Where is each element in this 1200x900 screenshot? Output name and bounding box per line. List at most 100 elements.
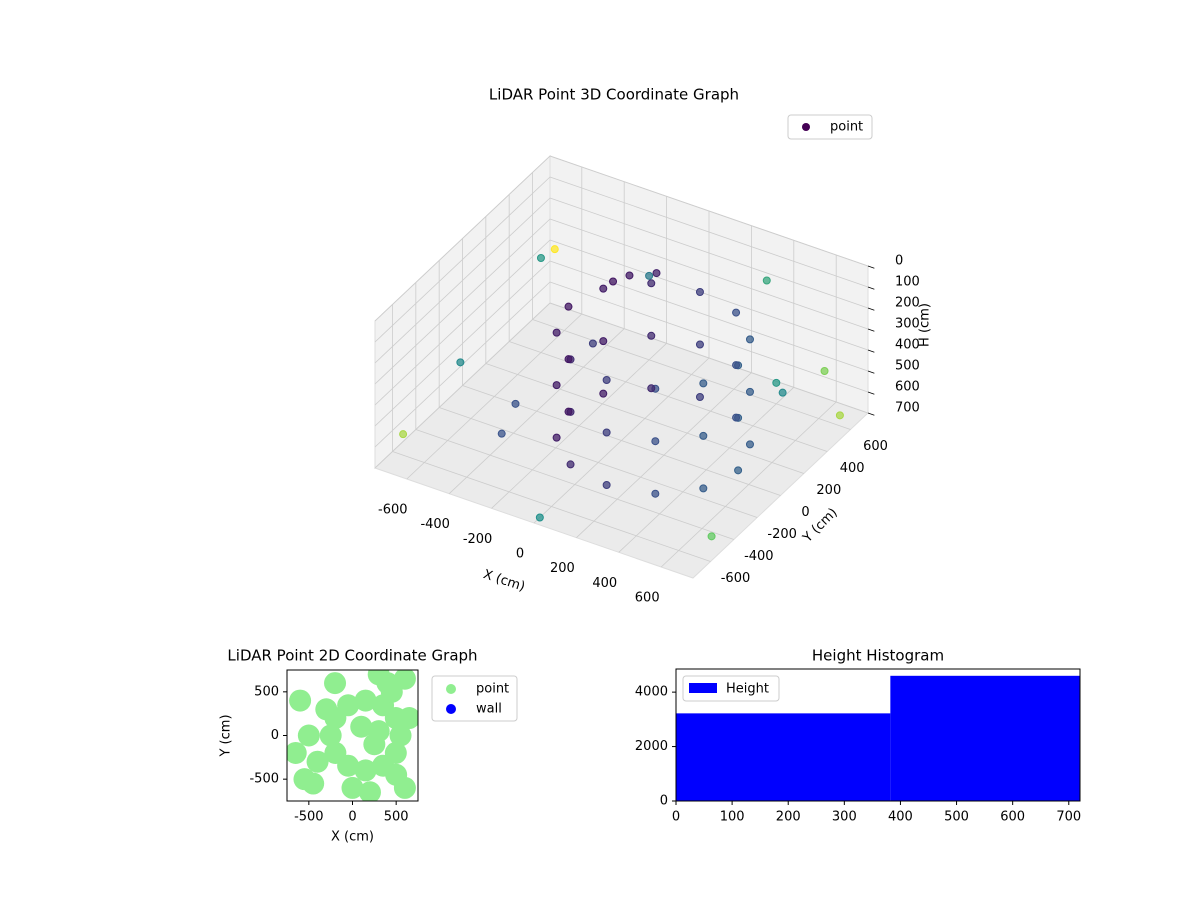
x-tick-label: 100 bbox=[720, 810, 745, 825]
grid-line bbox=[374, 197, 551, 364]
x-axis-label: X (cm) bbox=[331, 830, 374, 845]
grid-line bbox=[374, 218, 551, 385]
plot-histogram: 0 100 200 300 400 500 600 700 0 2000 4000 Height Hei… bbox=[635, 647, 1081, 825]
legend-box bbox=[682, 675, 780, 702]
point bbox=[350, 715, 373, 738]
x-tick-label: -600 bbox=[378, 503, 408, 518]
chart-title: LiDAR Point 3D Coordinate Graph bbox=[489, 86, 739, 104]
point bbox=[599, 337, 608, 346]
point bbox=[651, 437, 660, 446]
x-tick-label: 0 bbox=[672, 810, 680, 825]
grid-line bbox=[549, 176, 869, 288]
grid-line bbox=[374, 302, 551, 469]
x-tick-label: 500 bbox=[384, 810, 409, 825]
point bbox=[287, 741, 307, 764]
point bbox=[564, 302, 573, 311]
z-tick-label: 600 bbox=[895, 380, 920, 395]
y-tick-label: -600 bbox=[721, 571, 751, 586]
point bbox=[367, 720, 390, 743]
point bbox=[835, 411, 844, 420]
x-tick-label: 0 bbox=[516, 547, 524, 562]
x-tick-label: 200 bbox=[776, 810, 801, 825]
grid-line bbox=[374, 155, 551, 322]
point bbox=[732, 308, 741, 317]
legend-marker bbox=[446, 684, 456, 694]
point bbox=[385, 763, 408, 786]
x-tick-label: -500 bbox=[294, 810, 324, 825]
y-axis-label: Y (cm) bbox=[219, 714, 234, 757]
point bbox=[602, 376, 611, 384]
point bbox=[732, 413, 741, 422]
point bbox=[564, 407, 573, 416]
point bbox=[306, 750, 329, 773]
point bbox=[289, 689, 312, 712]
y-tick-label: 200 bbox=[816, 483, 841, 498]
x-tick-label: 500 bbox=[944, 810, 969, 825]
point bbox=[497, 429, 506, 438]
point bbox=[609, 277, 618, 286]
point bbox=[380, 680, 403, 703]
point bbox=[695, 340, 704, 349]
plot-2d: point wall -500 0 500 -500 0 500 X (cm) Y (cm) LiD… bbox=[219, 647, 518, 845]
point bbox=[552, 381, 561, 390]
chart-title: Height Histogram bbox=[812, 647, 944, 665]
grid-line bbox=[374, 260, 551, 427]
chart-title: LiDAR Point 2D Coordinate Graph bbox=[227, 647, 477, 665]
point bbox=[358, 781, 381, 801]
point bbox=[315, 698, 338, 721]
grid-line bbox=[549, 281, 869, 393]
point bbox=[588, 339, 597, 348]
point bbox=[354, 759, 377, 782]
tick-mark bbox=[867, 286, 875, 290]
grid-line bbox=[549, 197, 869, 309]
legend-marker bbox=[802, 123, 810, 131]
grid-line bbox=[374, 176, 551, 343]
point bbox=[599, 389, 608, 398]
point bbox=[550, 245, 559, 254]
legend-label: wall bbox=[476, 702, 502, 717]
x-tick-label: 0 bbox=[348, 810, 356, 825]
y-tick-label: 600 bbox=[863, 439, 888, 454]
point bbox=[745, 387, 754, 396]
point bbox=[564, 355, 573, 364]
point bbox=[456, 358, 465, 367]
point bbox=[511, 399, 520, 408]
z-tick-label: 300 bbox=[895, 317, 920, 332]
x-tick-label: 300 bbox=[832, 810, 857, 825]
point bbox=[602, 428, 611, 437]
tick-mark bbox=[867, 391, 875, 395]
point bbox=[398, 707, 418, 730]
point bbox=[652, 269, 661, 278]
grid-line bbox=[485, 363, 804, 474]
y-tick-label: 2000 bbox=[635, 739, 668, 754]
y-tick-label: 4000 bbox=[635, 685, 668, 700]
axes-frame bbox=[675, 668, 1081, 802]
z-tick-label: 500 bbox=[895, 359, 920, 374]
z-tick-label: 100 bbox=[895, 275, 920, 290]
grid-line bbox=[439, 407, 758, 518]
x-tick-label: 400 bbox=[592, 576, 617, 591]
point bbox=[293, 768, 316, 791]
y-tick-label: 0 bbox=[660, 794, 668, 809]
point bbox=[695, 288, 704, 296]
y-tick-label: 0 bbox=[271, 728, 279, 743]
point bbox=[707, 532, 716, 541]
grid-line bbox=[549, 155, 869, 267]
legend-box bbox=[787, 114, 873, 140]
grid-line bbox=[549, 302, 869, 414]
z-tick-label: 700 bbox=[895, 401, 920, 416]
y-tick-label: 400 bbox=[840, 461, 865, 476]
point bbox=[699, 484, 708, 493]
point bbox=[745, 440, 754, 449]
z-axis-label: H (cm) bbox=[918, 303, 933, 347]
tick-mark bbox=[867, 349, 875, 353]
grid-line bbox=[415, 429, 734, 540]
grid-line bbox=[549, 239, 869, 351]
bar bbox=[676, 713, 891, 801]
tick-mark bbox=[867, 265, 875, 269]
x-tick-label: 700 bbox=[1056, 810, 1081, 825]
grid-line bbox=[532, 319, 851, 430]
point bbox=[778, 388, 787, 397]
y-tick-label: -200 bbox=[767, 527, 797, 542]
point bbox=[734, 466, 743, 475]
